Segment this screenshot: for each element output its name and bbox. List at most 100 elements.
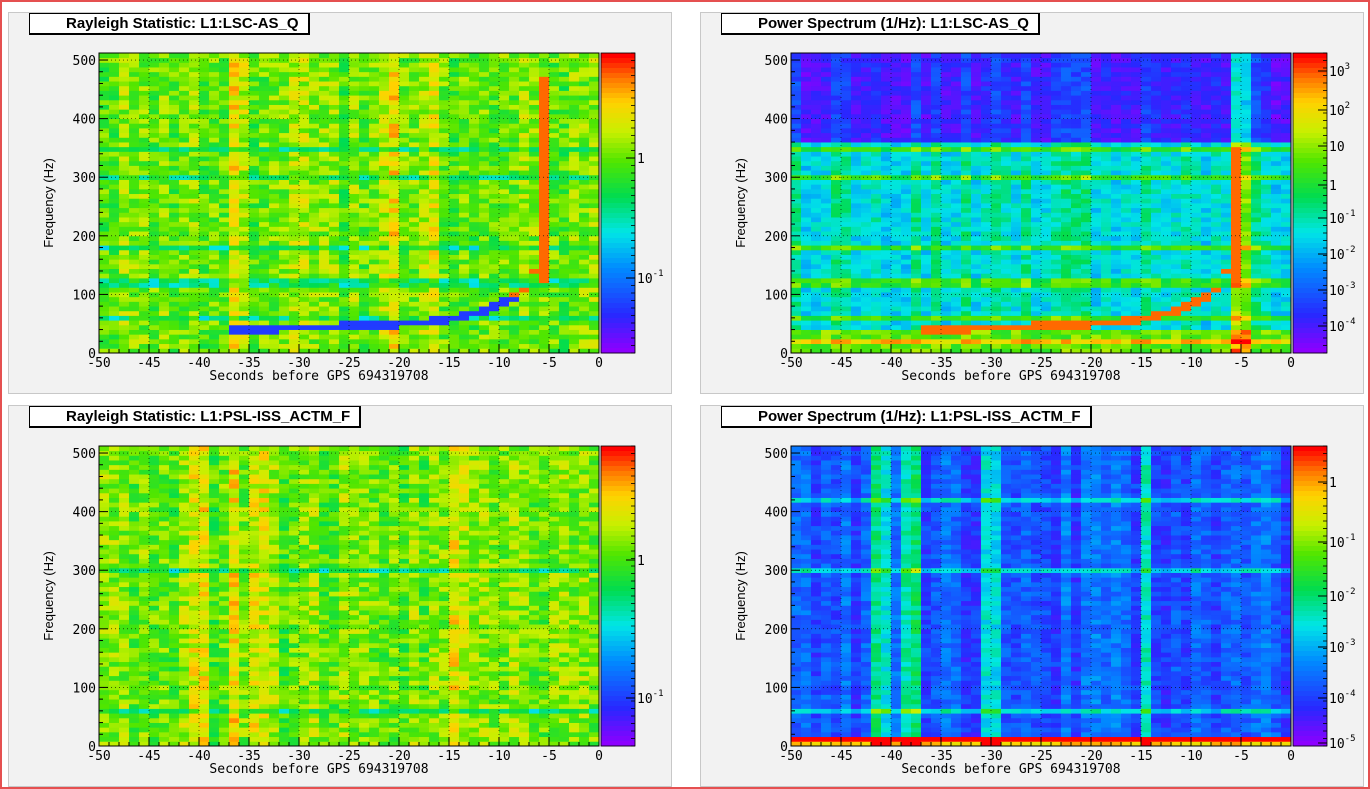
heatmap-cell bbox=[871, 249, 882, 255]
heatmap-cell bbox=[369, 128, 380, 134]
heatmap-cell bbox=[499, 179, 510, 185]
heatmap-cell bbox=[851, 278, 862, 284]
heatmap-cell bbox=[931, 99, 942, 105]
heatmap-cell bbox=[319, 245, 330, 251]
heatmap-cell bbox=[149, 90, 160, 96]
heatmap-cell bbox=[901, 99, 912, 105]
heatmap-cell bbox=[821, 104, 832, 110]
heatmap-cell bbox=[199, 343, 210, 349]
heatmap-cell bbox=[439, 165, 450, 171]
heatmap-cell bbox=[791, 231, 802, 237]
heatmap-cell bbox=[821, 226, 832, 232]
heatmap-cell bbox=[489, 81, 500, 87]
heatmap-cell bbox=[419, 184, 430, 190]
heatmap-cell bbox=[129, 95, 140, 101]
heatmap-cell bbox=[369, 203, 380, 209]
heatmap-cell bbox=[369, 217, 380, 223]
colorbar-step bbox=[601, 218, 635, 224]
heatmap-cell bbox=[359, 287, 370, 293]
heatmap-cell bbox=[209, 282, 220, 288]
heatmap-cell bbox=[109, 104, 120, 110]
heatmap-cell bbox=[891, 193, 902, 199]
heatmap-cell bbox=[559, 268, 570, 274]
heatmap-cell bbox=[419, 174, 430, 180]
heatmap-cell bbox=[289, 132, 300, 138]
heatmap-cell bbox=[389, 109, 400, 115]
heatmap-cell bbox=[851, 324, 862, 330]
heatmap-cell bbox=[379, 113, 390, 120]
heatmap-cell bbox=[861, 334, 872, 340]
heatmap-cell bbox=[269, 95, 280, 101]
heatmap-cell bbox=[389, 329, 400, 335]
heatmap-cell bbox=[239, 315, 250, 321]
heatmap-cell bbox=[109, 113, 120, 120]
heatmap-cell bbox=[549, 113, 560, 120]
heatmap-cell bbox=[359, 90, 370, 96]
heatmap-cell bbox=[821, 343, 832, 349]
heatmap-cell bbox=[409, 212, 420, 218]
heatmap-cell bbox=[169, 203, 180, 209]
heatmap-cell bbox=[961, 334, 972, 340]
heatmap-cell bbox=[941, 231, 952, 237]
heatmap-cell bbox=[359, 301, 370, 307]
heatmap-cell bbox=[831, 198, 842, 204]
heatmap-cell bbox=[209, 212, 220, 218]
heatmap-cell bbox=[881, 184, 892, 190]
heatmap-cell bbox=[319, 184, 330, 190]
heatmap-cell bbox=[99, 76, 110, 82]
heatmap-cell bbox=[589, 292, 600, 298]
heatmap-cell bbox=[831, 137, 842, 143]
heatmap-cell bbox=[911, 174, 922, 180]
heatmap-cell bbox=[801, 128, 812, 134]
heatmap-cell bbox=[199, 76, 210, 82]
heatmap-cell bbox=[549, 287, 560, 293]
heatmap-cell bbox=[149, 324, 160, 330]
heatmap-cell bbox=[559, 151, 570, 157]
heatmap-cell bbox=[399, 151, 410, 157]
heatmap-cell bbox=[149, 76, 160, 82]
heatmap-cell bbox=[821, 231, 832, 237]
heatmap-cell bbox=[159, 53, 170, 59]
heatmap-cell bbox=[109, 156, 120, 162]
heatmap-cell bbox=[479, 142, 490, 148]
heatmap-cell bbox=[399, 259, 410, 265]
heatmap-cell bbox=[569, 221, 580, 227]
heatmap-cell bbox=[499, 254, 510, 260]
heatmap-cell bbox=[871, 343, 882, 349]
heatmap-cell bbox=[109, 282, 120, 288]
heatmap-cell bbox=[901, 320, 912, 326]
heatmap-cell bbox=[419, 81, 430, 87]
heatmap-cell bbox=[109, 315, 120, 321]
heatmap-cell bbox=[459, 348, 470, 354]
colorbar-step bbox=[601, 323, 635, 329]
heatmap-cell bbox=[961, 249, 972, 255]
heatmap-cell bbox=[1031, 329, 1042, 335]
heatmap-cell bbox=[289, 329, 300, 335]
heatmap-cell bbox=[239, 57, 250, 63]
heatmap-cell bbox=[991, 278, 1002, 284]
heatmap-cell bbox=[519, 263, 530, 270]
heatmap-cell bbox=[349, 338, 360, 345]
heatmap-cell bbox=[871, 95, 882, 101]
heatmap-cell bbox=[219, 320, 230, 326]
heatmap-cell bbox=[179, 310, 190, 316]
heatmap-cell bbox=[319, 324, 330, 330]
heatmap-cell bbox=[99, 85, 110, 91]
heatmap-cell bbox=[219, 179, 230, 185]
heatmap-cell bbox=[129, 142, 140, 148]
heatmap-cell bbox=[119, 95, 130, 101]
heatmap-cell bbox=[399, 156, 410, 162]
heatmap-cell bbox=[1011, 282, 1022, 288]
heatmap-cell bbox=[179, 226, 190, 232]
heatmap-cell bbox=[549, 146, 560, 152]
heatmap-cell bbox=[891, 249, 902, 255]
heatmap-cell bbox=[971, 324, 982, 330]
heatmap-cell bbox=[881, 53, 892, 59]
heatmap-cell bbox=[921, 188, 932, 195]
heatmap-cell bbox=[319, 334, 330, 340]
heatmap-cell bbox=[499, 146, 510, 152]
heatmap-cell bbox=[119, 85, 130, 91]
heatmap-cell bbox=[189, 137, 200, 143]
heatmap-cell bbox=[139, 343, 150, 349]
heatmap-cell bbox=[419, 203, 430, 209]
